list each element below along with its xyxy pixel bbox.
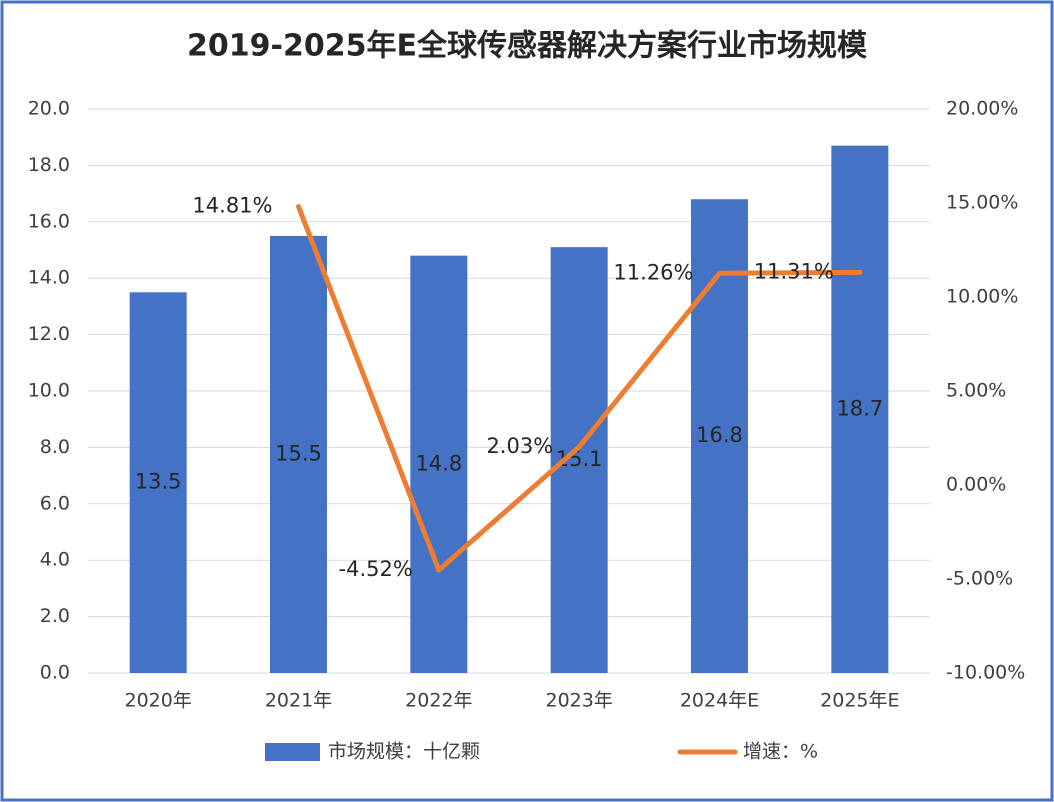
bar — [410, 255, 468, 673]
x-tick-label: 2021年 — [265, 690, 332, 712]
y-tick-label: 20.0 — [28, 98, 70, 120]
y-tick-label: 14.0 — [28, 267, 70, 289]
x-tick-label: 2020年 — [124, 690, 191, 712]
bar — [691, 199, 748, 674]
y-tick-label: 8.0 — [40, 436, 70, 458]
bar — [550, 247, 608, 673]
y-tick-label: 10.0 — [28, 380, 70, 402]
x-tick-label: 2022年 — [405, 690, 472, 712]
data-label: 14.81% — [192, 194, 272, 218]
data-label: -4.52% — [339, 557, 413, 581]
data-label: 13.5 — [135, 470, 182, 494]
y-tick-label: 12.0 — [28, 323, 70, 345]
data-label: 11.31% — [754, 259, 834, 283]
bar — [831, 145, 889, 673]
data-label: 15.5 — [275, 441, 322, 465]
y-tick-label: 0.0 — [40, 662, 70, 684]
legend-label: 市场规模：十亿颗 — [328, 741, 480, 763]
bar — [129, 292, 187, 673]
y2-tick-label: 20.00% — [946, 98, 1018, 120]
x-tick-label: 2025年E — [820, 690, 899, 712]
y-tick-label: 18.0 — [28, 154, 70, 176]
y-tick-label: 4.0 — [40, 549, 70, 571]
y2-tick-label: 10.00% — [946, 286, 1018, 308]
data-label: 2.03% — [486, 434, 553, 458]
x-tick-label: 2024年E — [680, 690, 759, 712]
y2-tick-label: -5.00% — [946, 568, 1013, 590]
y-tick-label: 2.0 — [40, 605, 70, 627]
data-label: 16.8 — [696, 423, 743, 447]
legend-label: 增速：% — [743, 741, 818, 763]
line — [296, 204, 863, 573]
x-tick-label: 2023年 — [545, 690, 612, 712]
y-tick-label: 6.0 — [40, 492, 70, 514]
legend-swatch — [265, 743, 320, 761]
y-tick-label: 16.0 — [28, 210, 70, 232]
bar — [270, 235, 327, 673]
y2-tick-label: 0.00% — [946, 474, 1006, 496]
y2-tick-label: 15.00% — [946, 192, 1018, 214]
y2-tick-label: -10.00% — [946, 662, 1025, 684]
y2-tick-label: 5.00% — [946, 380, 1006, 402]
data-label: 18.7 — [836, 396, 883, 420]
chart-title: 2019-2025年E全球传感器解决方案行业市场规模 — [187, 29, 867, 64]
data-label: 14.8 — [415, 451, 462, 475]
data-label: 11.26% — [613, 260, 693, 284]
